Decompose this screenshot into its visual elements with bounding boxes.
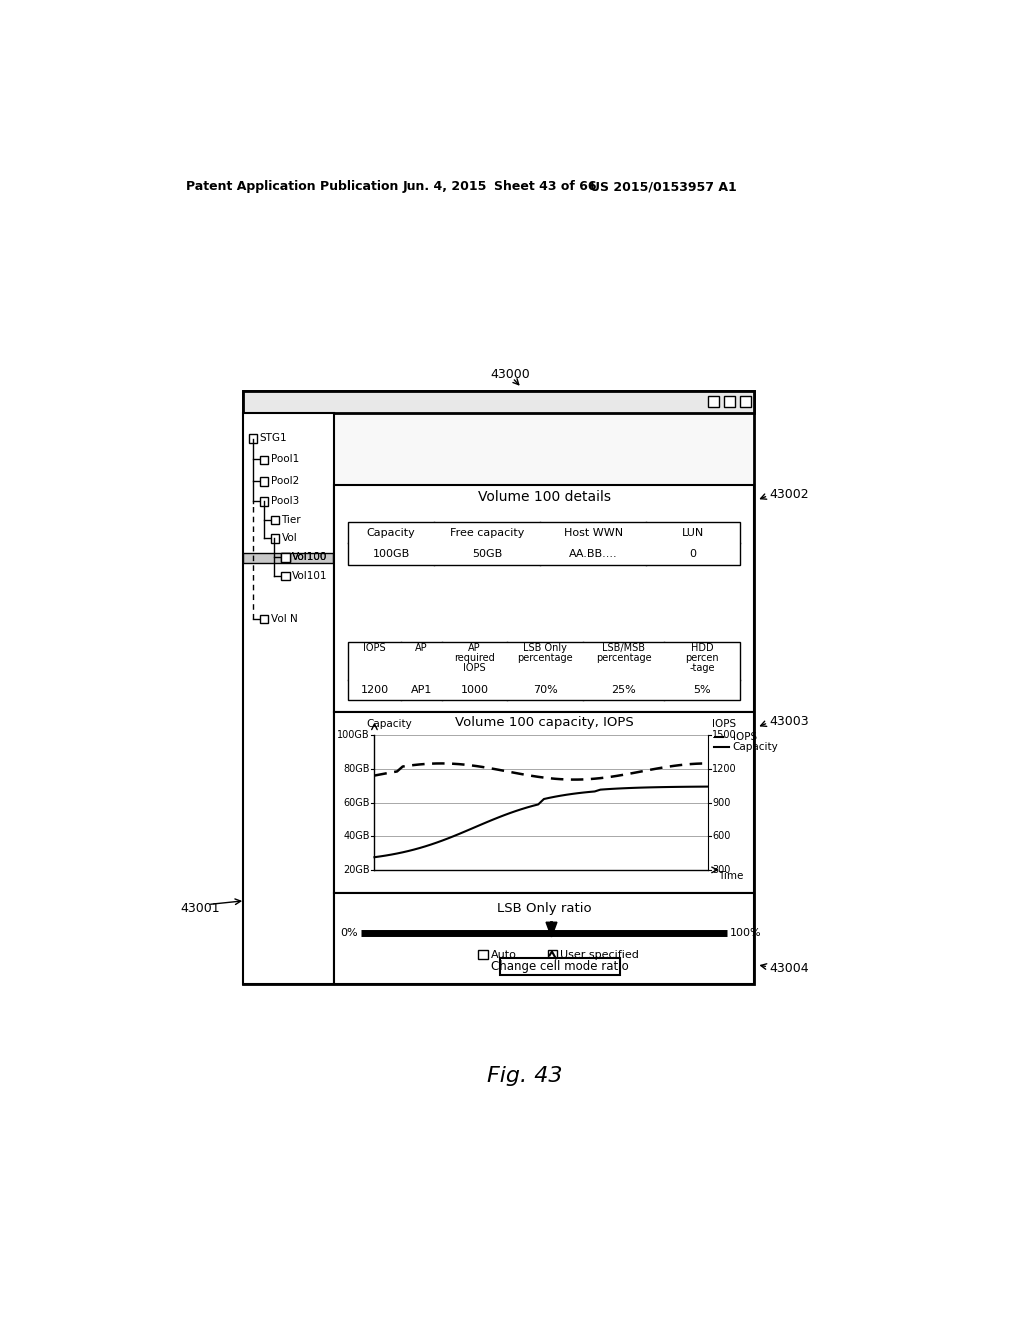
- Text: 40GB: 40GB: [343, 832, 370, 841]
- Text: IOPS: IOPS: [463, 663, 485, 673]
- Text: 900: 900: [713, 797, 731, 808]
- Text: 20GB: 20GB: [343, 865, 370, 875]
- Text: Vol101: Vol101: [292, 570, 328, 581]
- Text: 1200: 1200: [713, 764, 737, 774]
- Bar: [282, 553, 290, 562]
- Text: Capacity: Capacity: [732, 742, 778, 752]
- Text: percentage: percentage: [596, 653, 651, 663]
- Text: 25%: 25%: [611, 685, 636, 696]
- Text: 50GB: 50GB: [472, 549, 503, 560]
- Text: Jun. 4, 2015: Jun. 4, 2015: [403, 181, 487, 194]
- Bar: [243, 391, 755, 412]
- Bar: [334, 892, 755, 983]
- Text: Capacity: Capacity: [367, 528, 416, 537]
- Text: LSB/MSB: LSB/MSB: [602, 643, 645, 653]
- Text: Volume 100 details: Volume 100 details: [477, 490, 610, 504]
- Text: Vol100: Vol100: [292, 552, 328, 562]
- Text: User specified: User specified: [560, 949, 639, 960]
- Bar: [244, 553, 334, 562]
- Bar: [740, 396, 751, 407]
- Bar: [548, 950, 557, 960]
- Bar: [260, 478, 268, 486]
- Bar: [348, 642, 740, 701]
- Text: 600: 600: [713, 832, 731, 841]
- Bar: [334, 484, 755, 711]
- Text: 100GB: 100GB: [337, 730, 370, 741]
- Bar: [500, 958, 621, 974]
- Text: -tage: -tage: [689, 663, 715, 673]
- Text: percen: percen: [685, 653, 719, 663]
- Text: IOPS: IOPS: [364, 643, 386, 653]
- Bar: [243, 413, 334, 983]
- Text: LUN: LUN: [682, 528, 705, 537]
- Bar: [270, 535, 280, 543]
- Text: LSB Only ratio: LSB Only ratio: [497, 902, 592, 915]
- Text: 100%: 100%: [730, 928, 762, 939]
- Bar: [249, 434, 257, 442]
- Text: Vol: Vol: [282, 533, 297, 543]
- Text: required: required: [455, 653, 495, 663]
- Polygon shape: [546, 923, 557, 937]
- Text: 1000: 1000: [461, 685, 488, 696]
- Text: 300: 300: [713, 865, 731, 875]
- Text: 1200: 1200: [360, 685, 389, 696]
- Text: Sheet 43 of 66: Sheet 43 of 66: [494, 181, 596, 194]
- Text: 80GB: 80GB: [343, 764, 370, 774]
- Text: 60GB: 60GB: [343, 797, 370, 808]
- Text: 1500: 1500: [713, 730, 737, 741]
- Bar: [708, 396, 719, 407]
- Text: 0: 0: [690, 549, 696, 560]
- Text: Volume 100 capacity, IOPS: Volume 100 capacity, IOPS: [455, 717, 634, 730]
- Text: Tier: Tier: [282, 515, 301, 524]
- Text: Free capacity: Free capacity: [451, 528, 524, 537]
- Text: Vol N: Vol N: [270, 614, 297, 624]
- Text: Change cell mode ratio: Change cell mode ratio: [492, 960, 629, 973]
- Text: Pool1: Pool1: [270, 454, 299, 465]
- Bar: [478, 950, 487, 960]
- Text: 43001: 43001: [180, 902, 220, 915]
- Text: HDD: HDD: [691, 643, 714, 653]
- Text: Host WWN: Host WWN: [563, 528, 623, 537]
- Text: Patent Application Publication: Patent Application Publication: [186, 181, 398, 194]
- Bar: [270, 516, 280, 524]
- Text: 70%: 70%: [532, 685, 557, 696]
- Text: LSB Only: LSB Only: [523, 643, 567, 653]
- Text: AP: AP: [468, 643, 481, 653]
- Bar: [243, 391, 755, 983]
- Text: Pool3: Pool3: [270, 496, 299, 506]
- Bar: [260, 615, 268, 623]
- Text: IOPS: IOPS: [712, 719, 735, 730]
- Bar: [348, 521, 740, 565]
- Text: 5%: 5%: [693, 685, 711, 696]
- Text: Capacity: Capacity: [367, 719, 413, 730]
- Text: AP1: AP1: [411, 685, 432, 696]
- Bar: [260, 455, 268, 465]
- Text: 0%: 0%: [341, 928, 358, 939]
- Text: Vol100: Vol100: [292, 552, 328, 562]
- Text: Auto: Auto: [490, 949, 516, 960]
- Bar: [282, 572, 290, 581]
- Bar: [334, 711, 755, 892]
- Text: 100GB: 100GB: [373, 549, 410, 560]
- Text: STG1: STG1: [260, 433, 288, 444]
- Text: Fig. 43: Fig. 43: [487, 1067, 562, 1086]
- Text: 43000: 43000: [490, 367, 530, 380]
- Text: 43004: 43004: [770, 962, 809, 975]
- Text: IOPS: IOPS: [732, 731, 757, 742]
- Text: Time: Time: [719, 871, 743, 880]
- Text: 43002: 43002: [770, 487, 809, 500]
- Text: AP: AP: [416, 643, 428, 653]
- Text: Pool2: Pool2: [270, 477, 299, 486]
- Text: percentage: percentage: [517, 653, 573, 663]
- Bar: [260, 498, 268, 506]
- Bar: [724, 396, 735, 407]
- Text: US 2015/0153957 A1: US 2015/0153957 A1: [590, 181, 736, 194]
- Text: AA.BB....: AA.BB....: [569, 549, 617, 560]
- Text: 43003: 43003: [770, 714, 809, 727]
- Bar: [282, 553, 290, 562]
